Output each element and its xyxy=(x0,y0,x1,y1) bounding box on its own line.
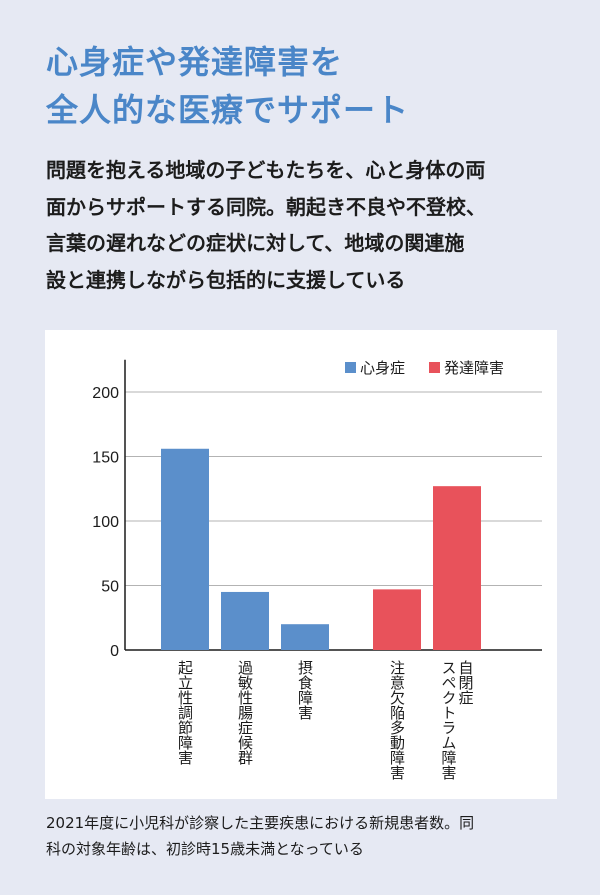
chart-caption: 2021年度に小児科が診察した主要疾患における新規患者数。同 科の対象年齢は、初… xyxy=(46,810,566,862)
legend-swatch xyxy=(429,362,440,373)
y-tick-label: 150 xyxy=(92,450,119,467)
chart-panel: 0 50 100 150 200 起立性調節障害 過敏性腸症候群 摂食障害 注意欠陥多動障害 自閉… xyxy=(45,330,557,799)
lead-line-4: 設と連携しながら包括的に支援している xyxy=(46,267,406,292)
x-category-label: 摂食障害 xyxy=(296,660,314,720)
y-tick-label: 200 xyxy=(92,385,119,402)
y-tick-label: 100 xyxy=(92,514,119,531)
heading-line-2: 全人的な医療でサポート xyxy=(46,91,410,129)
bar-chart: 0 50 100 150 200 起立性調節障害 過敏性腸症候群 摂食障害 注意欠陥多動障害 自閉… xyxy=(92,359,542,780)
bar xyxy=(161,448,209,650)
x-category-label: スペクトラム障害 xyxy=(440,660,458,780)
caption-line-2: 科の対象年齢は、初診時15歳未満となっている xyxy=(46,840,364,858)
lead-paragraph: 問題を抱える地域の子どもたちを、心と身体の両 面からサポートする同院。朝起き不良… xyxy=(46,152,566,298)
x-category-label: 自閉症 xyxy=(457,660,475,705)
x-category-label: 注意欠陥多動障害 xyxy=(388,660,406,780)
bar xyxy=(221,591,269,650)
y-tick-label: 50 xyxy=(101,579,119,596)
caption-line-1: 2021年度に小児科が診察した主要疾患における新規患者数。同 xyxy=(46,814,475,832)
lead-line-2: 面からサポートする同院。朝起き不良や不登校、 xyxy=(46,194,486,219)
heading-line-1: 心身症や発達障害を xyxy=(46,43,344,81)
y-tick-label: 0 xyxy=(110,643,119,660)
bar xyxy=(433,486,481,650)
legend-swatch xyxy=(345,362,356,373)
lead-line-1: 問題を抱える地域の子どもたちを、心と身体の両 xyxy=(46,158,486,182)
lead-line-3: 言葉の遅れなどの症状に対して、地域の関連施 xyxy=(46,231,465,255)
x-category-label: 起立性調節障害 xyxy=(176,660,194,765)
legend-label: 心身症 xyxy=(360,359,405,377)
legend-label: 発達障害 xyxy=(444,359,504,377)
x-category-label: 過敏性腸症候群 xyxy=(236,660,254,765)
bar xyxy=(281,624,329,650)
page-heading: 心身症や発達障害を 全人的な医療でサポート xyxy=(46,38,566,134)
bar xyxy=(373,589,421,650)
